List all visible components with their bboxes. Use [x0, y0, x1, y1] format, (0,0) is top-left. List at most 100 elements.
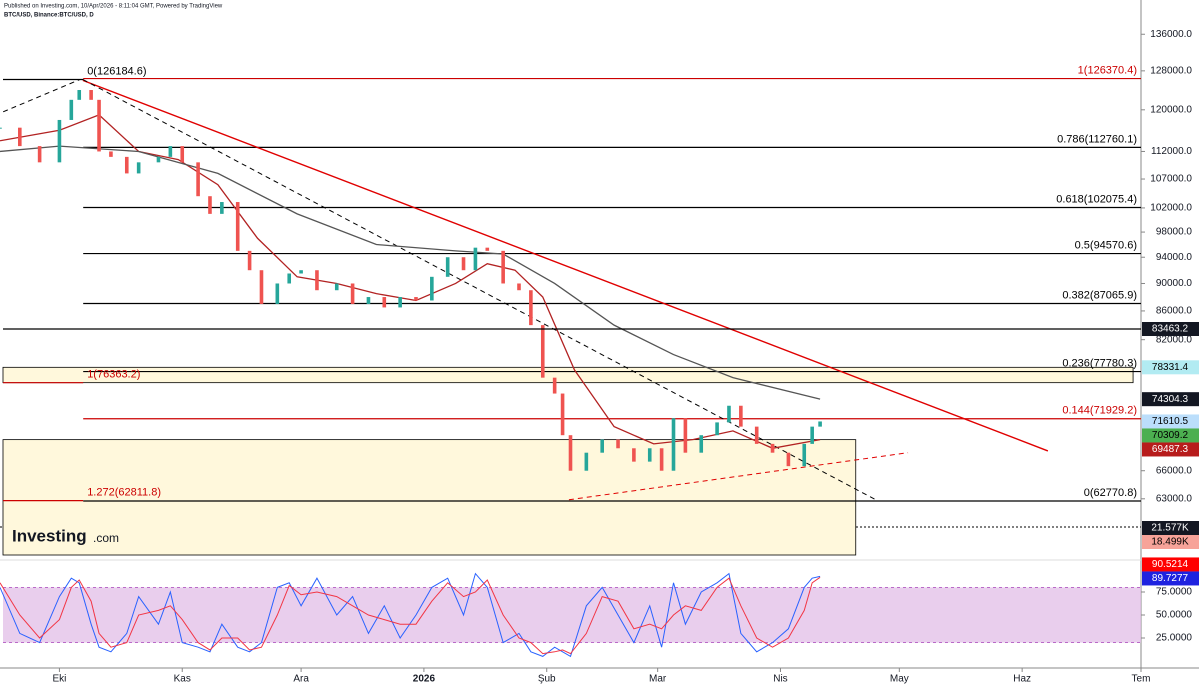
candle — [208, 196, 212, 214]
candle — [517, 283, 521, 291]
candle — [196, 162, 200, 197]
candle — [350, 283, 355, 304]
x-tick-label: Mar — [649, 674, 667, 685]
trend-line — [82, 79, 1049, 452]
price-label-box — [1142, 428, 1199, 443]
y-tick-label: 66000.0 — [1156, 465, 1193, 476]
candle — [247, 250, 252, 271]
fib-label: 0.5(94570.6) — [1075, 239, 1137, 251]
y-tick-label: 107000.0 — [1150, 174, 1192, 185]
x-tick-label: May — [890, 674, 909, 685]
candle — [552, 377, 557, 394]
candle — [168, 146, 173, 157]
volume-label-box — [1142, 521, 1199, 535]
candle — [715, 422, 719, 436]
candle — [414, 297, 418, 301]
logo-suffix: .com — [93, 531, 119, 545]
fib-label: 0.382(87065.9) — [1062, 289, 1137, 301]
stoch-tick-label: 25.0000 — [1156, 633, 1193, 644]
candle — [18, 127, 22, 147]
candle — [810, 426, 814, 444]
price-label-box — [1142, 322, 1199, 337]
candle — [560, 393, 565, 436]
candle — [461, 257, 466, 271]
y-tick-label: 63000.0 — [1156, 493, 1193, 504]
candle — [473, 247, 478, 271]
fib-label: 0.786(112760.1) — [1057, 133, 1137, 145]
y-tick-label: 120000.0 — [1150, 104, 1192, 115]
price-label: 83463.2 — [1152, 324, 1189, 335]
candle — [57, 119, 62, 163]
candle — [235, 202, 240, 251]
price-label: 78331.4 — [1152, 362, 1189, 373]
stoch-line — [0, 576, 821, 655]
candle — [89, 90, 93, 100]
candle — [727, 405, 731, 423]
header-line: Published on Investing.com, 10/Apr/2026 … — [4, 4, 223, 10]
fib-label: 0(126184.6) — [87, 65, 146, 77]
price-label-box — [1142, 360, 1199, 375]
candle — [632, 448, 636, 462]
stoch-tick-label: 50.0000 — [1156, 610, 1193, 621]
candle — [77, 90, 82, 100]
candle — [156, 156, 161, 163]
y-tick-label: 82000.0 — [1156, 334, 1193, 345]
fib-label: 1.272(62811.8) — [87, 487, 161, 499]
fib-label: 0.236(77780.3) — [1062, 357, 1137, 369]
candle — [430, 276, 434, 301]
price-label: 74304.3 — [1152, 394, 1189, 405]
candle — [109, 151, 113, 157]
candle — [671, 418, 676, 471]
candle — [501, 250, 505, 284]
stoch-label-box — [1142, 571, 1199, 586]
y-tick-label: 112000.0 — [1151, 146, 1192, 157]
candle — [37, 146, 42, 163]
candle — [683, 418, 688, 453]
candle — [739, 405, 743, 427]
candle — [485, 247, 490, 251]
candle — [275, 283, 280, 304]
candle — [299, 270, 303, 274]
candle — [818, 421, 822, 427]
price-label-box — [1142, 414, 1199, 429]
stoch-label: 90.5214 — [1152, 559, 1189, 570]
candle — [754, 426, 759, 444]
header-symbol: BTC/USD, Binance:BTC/USD, D — [4, 13, 94, 19]
price-label-box — [1142, 392, 1199, 407]
logo: Investing — [12, 526, 87, 545]
candle — [568, 435, 573, 471]
candle — [616, 439, 620, 449]
y-tick-label: 102000.0 — [1150, 203, 1192, 214]
trend-line — [82, 79, 879, 502]
x-tick-label: Eki — [52, 674, 66, 685]
candle — [382, 297, 387, 308]
candle — [786, 452, 791, 467]
candle — [0, 127, 2, 129]
y-tick-label: 86000.0 — [1156, 306, 1193, 317]
stoch-label: 89.7277 — [1152, 573, 1189, 584]
x-tick-label: Ara — [293, 674, 309, 685]
moving-average — [0, 145, 821, 400]
fib-label: 1(126370.4) — [1078, 64, 1137, 76]
x-tick-label: Haz — [1013, 674, 1031, 685]
candle — [600, 439, 604, 453]
price-label: 70309.2 — [1152, 430, 1189, 441]
price-label: 71610.5 — [1152, 416, 1189, 427]
fib-label: 0(62770.8) — [1084, 487, 1137, 499]
volume-label: 21.577K — [1151, 523, 1189, 534]
y-tick-label: 94000.0 — [1156, 252, 1193, 263]
price-label: 69487.3 — [1152, 444, 1189, 455]
fib-label: 1(76363.2) — [87, 369, 140, 381]
x-tick-label: Nis — [773, 674, 787, 685]
x-tick-label: Tem — [1132, 674, 1151, 685]
candle — [445, 257, 450, 277]
volume-label-box — [1142, 535, 1199, 549]
candle — [97, 99, 101, 152]
y-tick-label: 98000.0 — [1156, 227, 1193, 238]
candle — [220, 202, 224, 214]
candle — [69, 99, 74, 120]
candle — [334, 283, 339, 291]
candle — [802, 443, 807, 467]
